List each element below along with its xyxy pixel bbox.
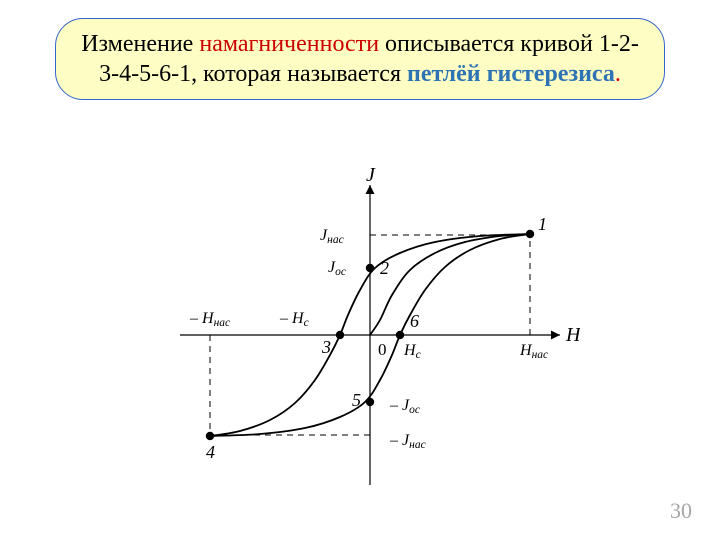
page-number: 30: [670, 498, 692, 524]
callout-box: Изменение намагниченности описывается кр…: [55, 18, 665, 100]
axis-tick-label: Jос: [328, 259, 346, 278]
callout-segment: намагниченности: [199, 31, 379, 57]
point-label-5: 5: [352, 390, 361, 410]
axis-tick-label: – Hнас: [189, 310, 230, 329]
diagram-svg: H J 0 Hнас – Hнас Hс – Hс Jнас – Jнас Jос – Jос 1 2 3…: [160, 165, 580, 505]
curve-virgin: [370, 234, 530, 335]
x-arrow: [551, 331, 560, 340]
y-arrow: [366, 185, 375, 194]
x-axis-label: H: [565, 324, 580, 346]
axis-tick-label: Hс: [403, 342, 421, 361]
point-1: [526, 230, 534, 238]
point-label-6: 6: [410, 311, 419, 331]
point-3: [336, 331, 344, 339]
axis-tick-label: – Jос: [389, 397, 420, 416]
hysteresis-diagram: H J 0 Hнас – Hнас Hс – Hс Jнас – Jнас Jос – Jос 1 2 3…: [160, 165, 580, 505]
point-label-2: 2: [380, 258, 389, 278]
point-label-3: 3: [321, 337, 331, 357]
axis-tick-label: – Jнас: [389, 432, 426, 451]
axis-tick-label: Jнас: [320, 227, 344, 246]
point-label-4: 4: [206, 442, 215, 462]
point-6: [396, 331, 404, 339]
origin-label: 0: [378, 340, 387, 359]
point-2: [366, 264, 374, 272]
axis-tick-label: – Hс: [279, 310, 309, 329]
point-5: [366, 398, 374, 406]
callout-segment: .: [615, 61, 621, 87]
callout-segment: петлёй гистерезиса: [407, 61, 615, 87]
point-label-1: 1: [538, 214, 547, 234]
point-4: [206, 432, 214, 440]
axis-tick-label: Hнас: [519, 342, 548, 361]
y-axis-label: J: [366, 165, 376, 186]
callout-segment: Изменение: [81, 31, 199, 57]
